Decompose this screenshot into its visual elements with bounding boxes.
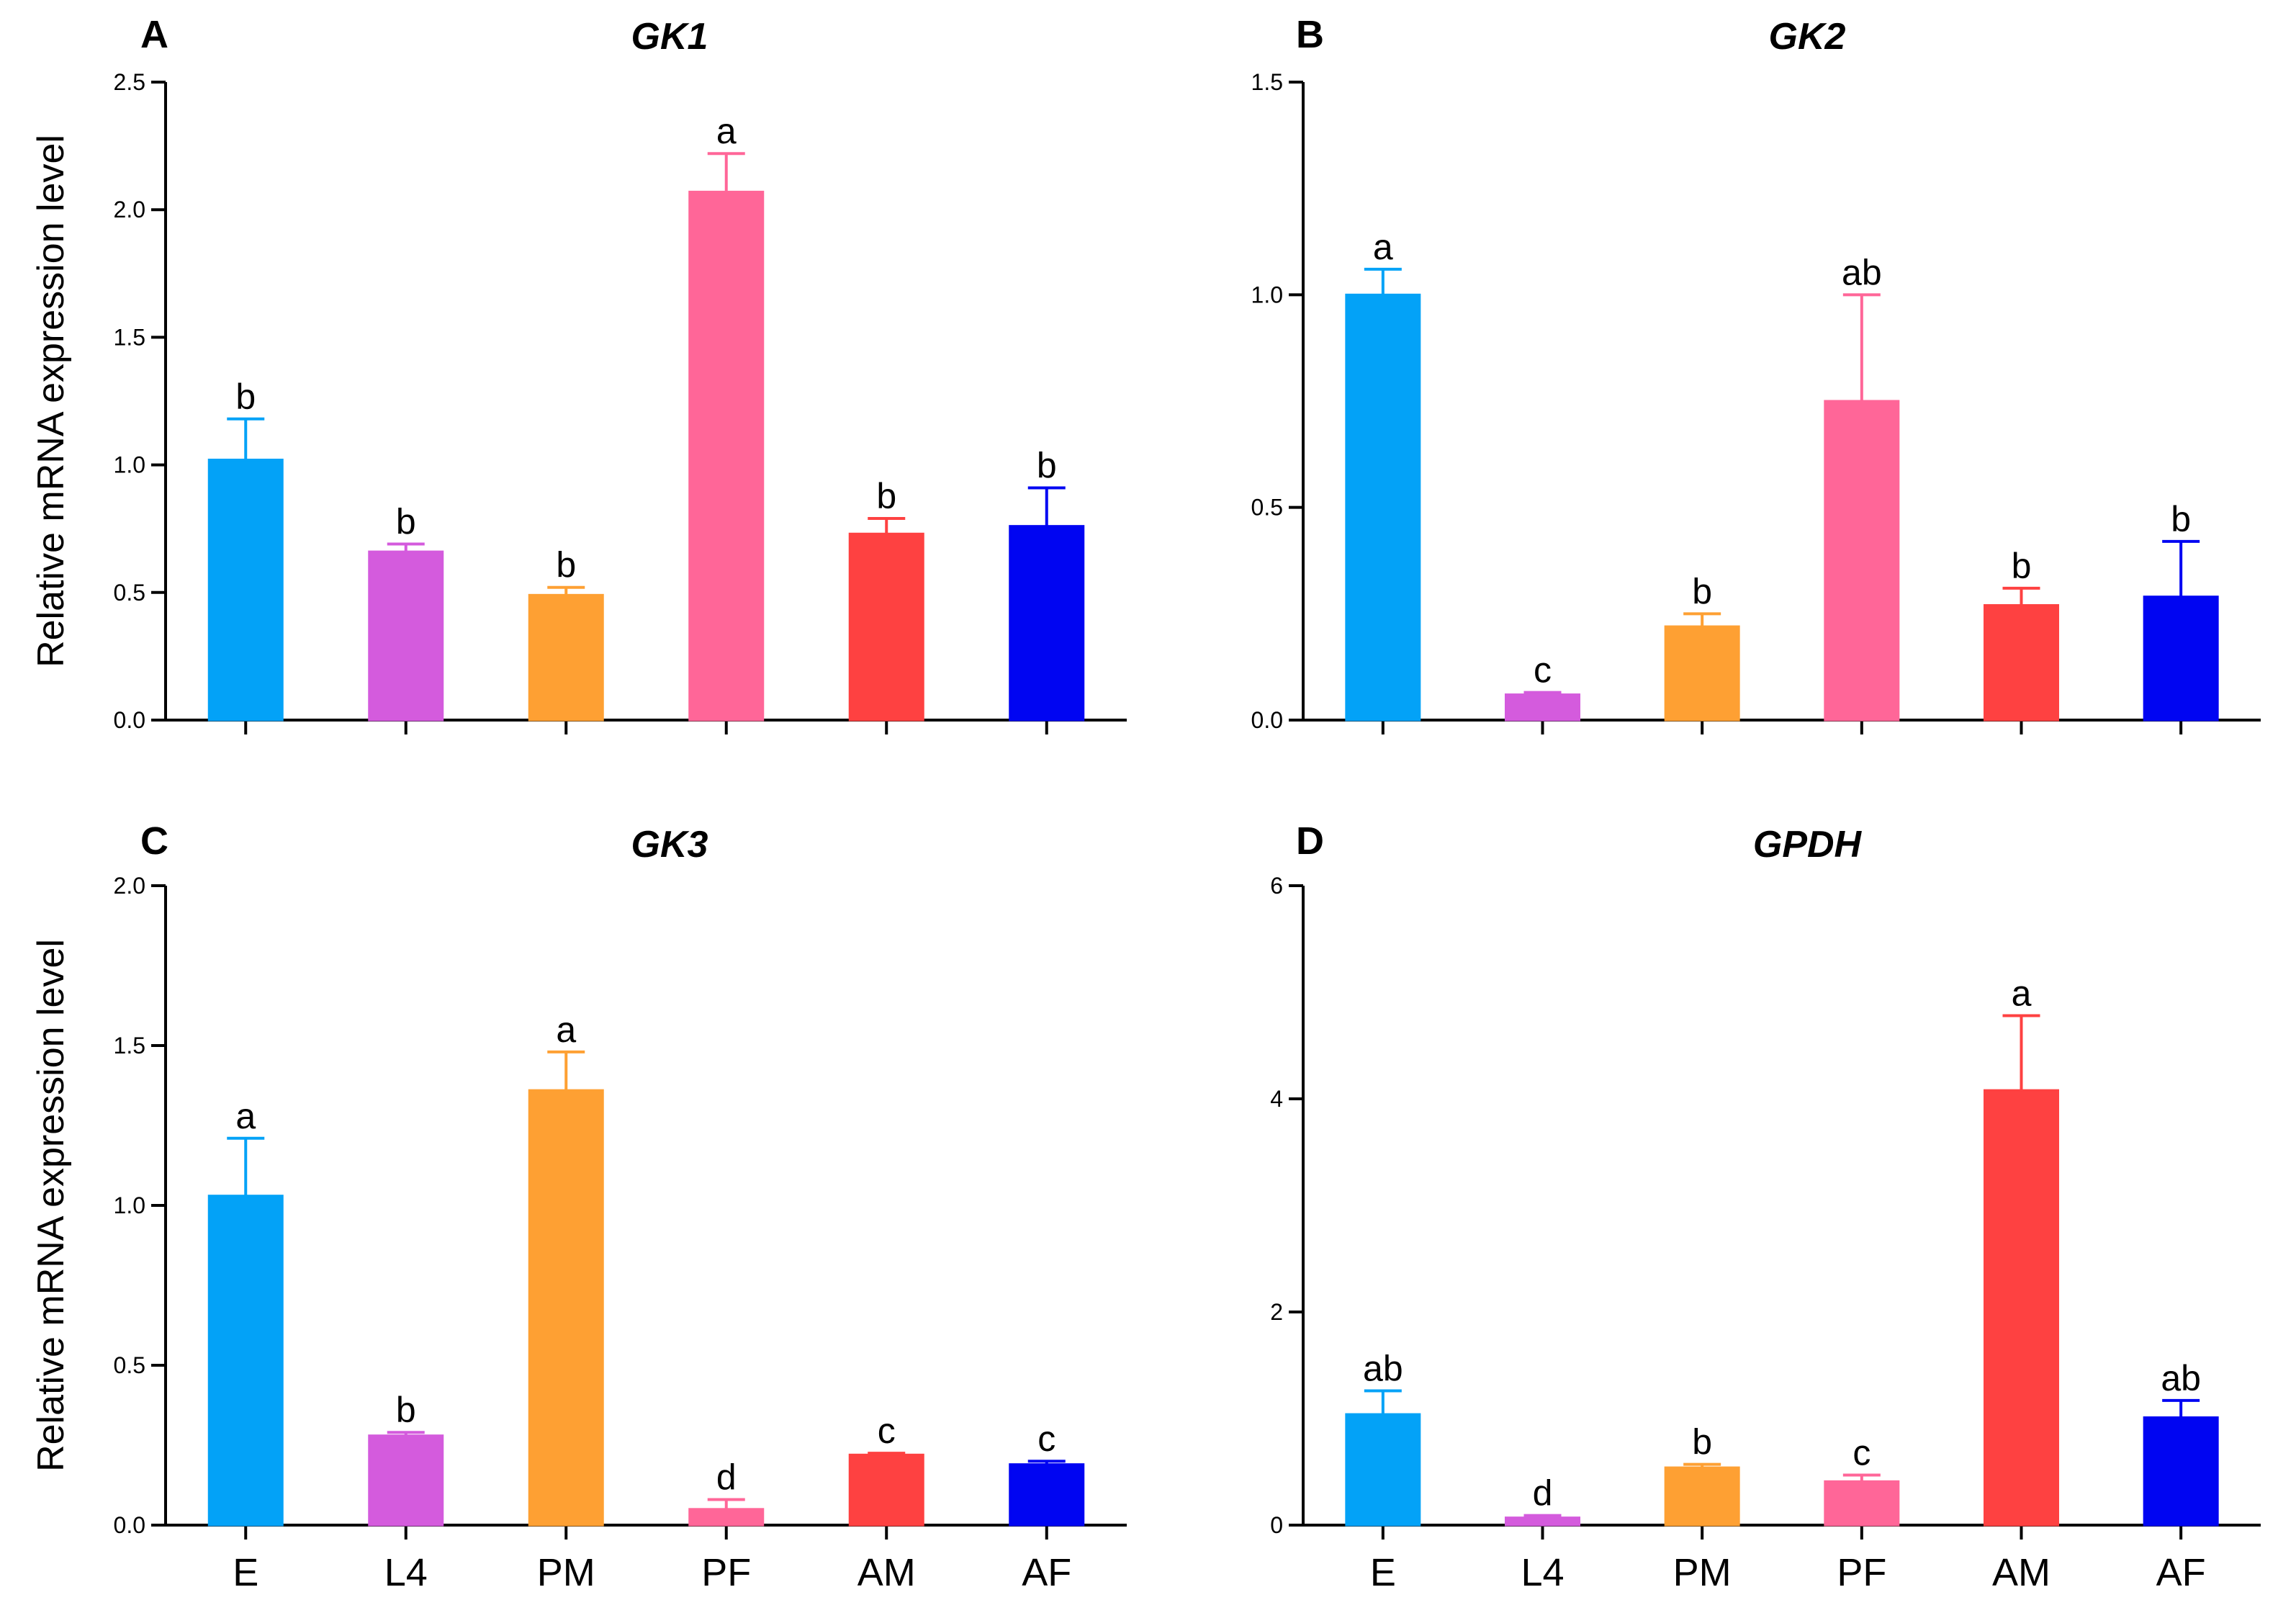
- y-tick-label: 6: [1270, 873, 1283, 899]
- bar-pf: [688, 190, 765, 722]
- bar-am: [1984, 604, 2059, 722]
- panel-title: GK3: [631, 824, 708, 866]
- y-tick-label: 1.5: [114, 1033, 145, 1059]
- x-tick-label: E: [1370, 1551, 1396, 1594]
- significance-label: c: [1037, 1419, 1055, 1459]
- panel-letter: D: [1296, 819, 1324, 863]
- y-tick-label: 0: [1270, 1512, 1283, 1538]
- y-tick-label: 2: [1270, 1299, 1283, 1325]
- bar-l4: [368, 1434, 444, 1527]
- bar-l4: [368, 550, 444, 722]
- bar-l4: [1505, 1516, 1580, 1527]
- bar-af: [2143, 595, 2219, 722]
- bar-pm: [1664, 1466, 1740, 1527]
- panel-letter: C: [140, 819, 168, 863]
- panel-title: GK2: [1769, 16, 1846, 58]
- significance-label: b: [2012, 546, 2032, 586]
- significance-label: a: [235, 1096, 256, 1136]
- panel-title: GK1: [631, 16, 708, 58]
- y-tick-label: 0.5: [1251, 495, 1283, 521]
- significance-label: b: [1692, 571, 1712, 611]
- significance-label: a: [2012, 974, 2032, 1014]
- significance-label: a: [1373, 227, 1393, 267]
- bar-e: [207, 1195, 284, 1527]
- significance-label: ab: [2161, 1358, 2201, 1398]
- bar-af: [1009, 525, 1085, 722]
- y-tick-label: 2.5: [114, 69, 145, 95]
- y-tick-label: 0.0: [1251, 707, 1283, 733]
- x-tick-label: AM: [857, 1551, 916, 1594]
- bar-af: [1009, 1463, 1085, 1527]
- bar-pf: [688, 1508, 765, 1527]
- bar-pm: [528, 593, 604, 722]
- y-tick-label: 1.0: [1251, 282, 1283, 307]
- y-tick-label: 0.5: [114, 1352, 145, 1378]
- bar-af: [2143, 1416, 2219, 1527]
- significance-label: c: [878, 1411, 896, 1451]
- y-tick-label: 0.5: [114, 580, 145, 606]
- y-axis-title: Relative mRNA expression level: [30, 939, 72, 1472]
- panel-d: D GPDH 0 2 4 6 ab Ed L4 b PM c PF a AM ab AF: [1270, 819, 2261, 1594]
- y-tick-label: 4: [1270, 1086, 1283, 1112]
- y-tick-label: 1.0: [114, 1192, 145, 1218]
- panel-c: C GK3 0.0 0.5 1.0 1.5 2.0 Relative mRNA express…: [30, 819, 1127, 1594]
- bar-am: [848, 532, 924, 722]
- significance-label: c: [1852, 1432, 1870, 1473]
- y-tick-label: 1.0: [114, 452, 145, 478]
- significance-label: b: [2171, 499, 2191, 539]
- y-tick-label: 1.5: [1251, 69, 1283, 95]
- bar-e: [207, 459, 284, 722]
- y-tick-label: 2.0: [114, 873, 145, 899]
- y-tick-label: 0.0: [114, 1512, 145, 1538]
- y-axis-title: Relative mRNA expression level: [30, 135, 72, 668]
- x-tick-label: PF: [1837, 1551, 1886, 1594]
- bar-l4: [1505, 693, 1580, 722]
- significance-label: ab: [1842, 252, 1882, 292]
- significance-label: b: [1692, 1422, 1712, 1462]
- significance-label: c: [1534, 650, 1552, 691]
- significance-label: d: [1533, 1473, 1553, 1514]
- panel-b: B GK2 0.0 0.5 1.0 1.5 a c b ab b b: [1251, 13, 2261, 734]
- significance-label: b: [396, 501, 416, 541]
- bar-pm: [1664, 625, 1740, 722]
- significance-label: ab: [1363, 1349, 1403, 1389]
- bar-am: [1984, 1089, 2059, 1527]
- x-tick-label: AF: [2156, 1551, 2206, 1594]
- panel-title: GPDH: [1753, 824, 1863, 866]
- x-tick-label: AF: [1022, 1551, 1071, 1594]
- x-tick-label: PM: [1673, 1551, 1732, 1594]
- x-tick-label: E: [233, 1551, 258, 1594]
- bar-pf: [1824, 400, 1900, 722]
- x-tick-label: AM: [1992, 1551, 2050, 1594]
- bar-e: [1345, 1413, 1421, 1527]
- y-tick-label: 1.5: [114, 324, 145, 350]
- bar-pf: [1824, 1480, 1900, 1527]
- bar-am: [848, 1453, 924, 1527]
- panel-a: A GK1 0.0 0.5 1.0 1.5 2.0 2.5 Relative mRNA expr…: [30, 13, 1127, 734]
- x-tick-label: PM: [537, 1551, 595, 1594]
- bar-e: [1345, 293, 1421, 722]
- significance-label: b: [235, 377, 256, 417]
- panel-letter: A: [140, 13, 168, 56]
- significance-label: a: [716, 111, 737, 151]
- significance-label: b: [876, 476, 896, 516]
- significance-label: b: [1037, 445, 1057, 485]
- y-tick-label: 2.0: [114, 197, 145, 223]
- x-tick-label: PF: [701, 1551, 751, 1594]
- significance-label: a: [556, 1010, 576, 1050]
- x-tick-label: L4: [384, 1551, 428, 1594]
- significance-label: d: [716, 1457, 737, 1497]
- panel-letter: B: [1296, 13, 1324, 56]
- y-tick-label: 0.0: [114, 707, 145, 733]
- significance-label: b: [556, 545, 576, 585]
- bar-pm: [528, 1089, 604, 1527]
- significance-label: b: [396, 1390, 416, 1430]
- x-tick-label: L4: [1521, 1551, 1564, 1594]
